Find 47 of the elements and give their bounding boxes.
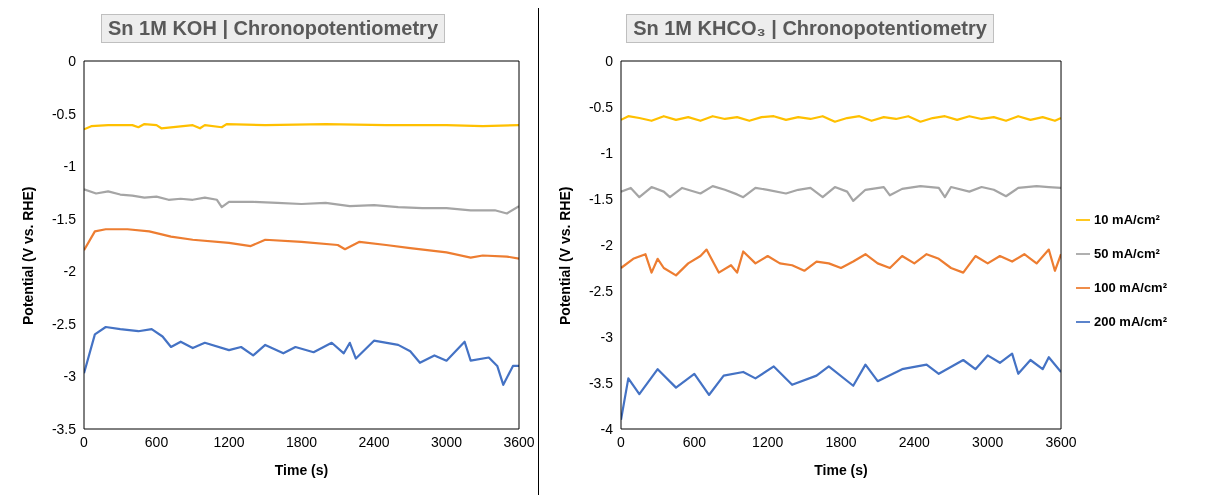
x-axis-title: Time (s) — [274, 462, 329, 478]
y-tick-label: -2.5 — [588, 282, 614, 299]
x-tick-label: 3600 — [1045, 433, 1077, 450]
y-tick-label: -2 — [600, 236, 614, 253]
legend-label: 10 mA/cm² — [1094, 211, 1160, 227]
x-tick-label: 1200 — [752, 433, 784, 450]
x-tick-label: 0 — [80, 433, 89, 450]
legend-label: 50 mA/cm² — [1094, 245, 1160, 261]
y-tick-label: -1 — [63, 158, 77, 175]
line-series — [84, 325, 519, 386]
y-tick-label: -3 — [63, 368, 77, 385]
line-series — [84, 188, 519, 215]
line-series — [621, 352, 1062, 421]
y-tick-label: -2.5 — [51, 315, 77, 332]
x-tick-label: 3000 — [972, 433, 1004, 450]
y-tick-label: -3.5 — [588, 374, 614, 391]
x-tick-label: 3000 — [430, 433, 463, 450]
y-tick-label: -3.5 — [51, 420, 77, 437]
x-tick-label: 0 — [617, 433, 626, 450]
y-tick-label: -0.5 — [51, 105, 77, 122]
y-axis-title: Potential (V vs. RHE) — [556, 186, 573, 325]
chart-title: Sn 1M KOH | Chronopotentiometry — [100, 14, 446, 43]
y-axis-title: Potential (V vs. RHE) — [19, 186, 36, 325]
y-tick-label: 0 — [605, 52, 614, 69]
y-tick-label: 0 — [68, 52, 77, 69]
y-tick-label: -1.5 — [51, 210, 77, 227]
x-tick-label: 600 — [682, 433, 707, 450]
y-tick-label: -1 — [600, 144, 614, 161]
x-tick-label: 1200 — [213, 433, 245, 450]
x-tick-label: 1800 — [825, 433, 857, 450]
x-axis-title: Time (s) — [814, 462, 868, 478]
y-tick-label: -0.5 — [588, 98, 614, 115]
legend-label: 200 mA/cm² — [1094, 313, 1167, 329]
x-tick-label: 1800 — [285, 433, 318, 450]
x-tick-label: 600 — [144, 433, 169, 450]
x-tick-label: 3600 — [503, 433, 535, 450]
y-tick-label: -1.5 — [588, 190, 614, 207]
x-tick-label: 2400 — [898, 433, 931, 450]
line-series — [84, 228, 519, 260]
line-series — [621, 185, 1062, 202]
y-tick-label: -4 — [600, 420, 614, 437]
legend-label: 100 mA/cm² — [1094, 279, 1167, 295]
line-series — [621, 248, 1062, 277]
y-tick-label: -3 — [600, 328, 614, 345]
chart-title: Sn 1M KHCO₃ | Chronopotentiometry — [626, 14, 994, 43]
x-tick-label: 2400 — [358, 433, 390, 450]
y-tick-label: -2 — [63, 263, 77, 280]
